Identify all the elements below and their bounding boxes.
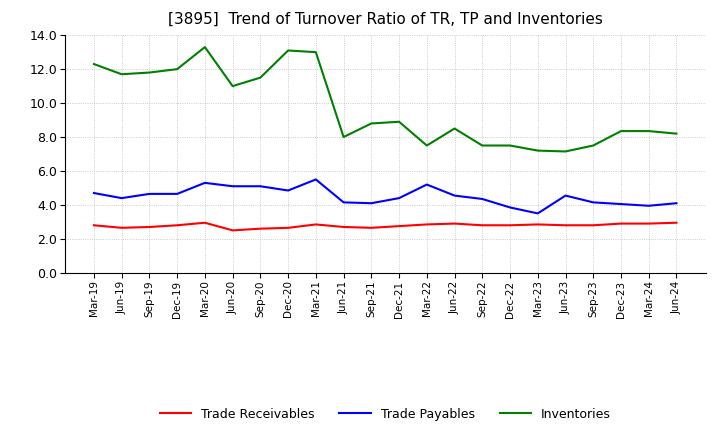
Trade Receivables [616, 221, 625, 226]
Trade Payables [256, 183, 265, 189]
Trade Receivables [89, 223, 98, 228]
Trade Receivables [589, 223, 598, 228]
Line: Inventories: Inventories [94, 47, 677, 151]
Inventories [672, 131, 681, 136]
Trade Payables [561, 193, 570, 198]
Inventories [589, 143, 598, 148]
Trade Receivables [672, 220, 681, 225]
Trade Receivables [561, 223, 570, 228]
Title: [3895]  Trend of Turnover Ratio of TR, TP and Inventories: [3895] Trend of Turnover Ratio of TR, TP… [168, 12, 603, 27]
Inventories [423, 143, 431, 148]
Trade Receivables [450, 221, 459, 226]
Trade Receivables [367, 225, 376, 231]
Trade Payables [173, 191, 181, 197]
Trade Payables [312, 177, 320, 182]
Trade Payables [89, 191, 98, 196]
Line: Trade Receivables: Trade Receivables [94, 223, 677, 231]
Inventories [173, 66, 181, 72]
Trade Receivables [534, 222, 542, 227]
Inventories [89, 62, 98, 67]
Trade Payables [367, 201, 376, 206]
Trade Receivables [256, 226, 265, 231]
Inventories [256, 75, 265, 80]
Trade Receivables [339, 224, 348, 230]
Inventories [505, 143, 514, 148]
Trade Payables [339, 200, 348, 205]
Trade Payables [534, 211, 542, 216]
Trade Receivables [505, 223, 514, 228]
Trade Receivables [312, 222, 320, 227]
Inventories [561, 149, 570, 154]
Inventories [117, 72, 126, 77]
Trade Payables [117, 195, 126, 201]
Trade Receivables [201, 220, 210, 225]
Trade Payables [423, 182, 431, 187]
Trade Payables [616, 202, 625, 207]
Line: Trade Payables: Trade Payables [94, 180, 677, 213]
Trade Payables [644, 203, 653, 209]
Inventories [339, 134, 348, 139]
Inventories [367, 121, 376, 126]
Trade Payables [228, 183, 237, 189]
Inventories [450, 126, 459, 131]
Trade Receivables [284, 225, 292, 231]
Trade Payables [145, 191, 154, 197]
Trade Receivables [173, 223, 181, 228]
Inventories [395, 119, 403, 125]
Trade Payables [505, 205, 514, 210]
Inventories [284, 48, 292, 53]
Trade Receivables [395, 224, 403, 229]
Trade Receivables [644, 221, 653, 226]
Trade Payables [395, 195, 403, 201]
Trade Payables [478, 196, 487, 202]
Trade Receivables [423, 222, 431, 227]
Inventories [228, 84, 237, 89]
Trade Payables [672, 201, 681, 206]
Legend: Trade Receivables, Trade Payables, Inventories: Trade Receivables, Trade Payables, Inven… [155, 403, 616, 425]
Inventories [478, 143, 487, 148]
Inventories [616, 128, 625, 134]
Inventories [201, 44, 210, 50]
Trade Receivables [117, 225, 126, 231]
Inventories [534, 148, 542, 153]
Trade Receivables [145, 224, 154, 230]
Inventories [145, 70, 154, 75]
Inventories [312, 50, 320, 55]
Trade Receivables [478, 223, 487, 228]
Trade Payables [589, 200, 598, 205]
Inventories [644, 128, 653, 134]
Trade Payables [284, 188, 292, 193]
Trade Payables [450, 193, 459, 198]
Trade Receivables [228, 228, 237, 233]
Trade Payables [201, 180, 210, 186]
